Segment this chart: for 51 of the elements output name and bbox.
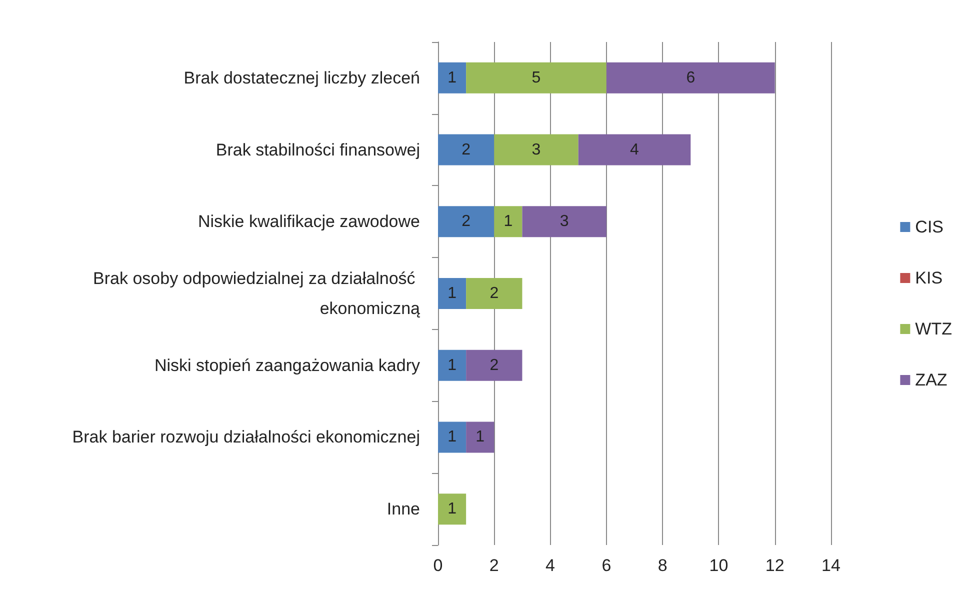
bar: [578, 134, 691, 166]
bar: [438, 278, 466, 309]
data-label: 1: [476, 428, 485, 446]
data-label: 1: [448, 285, 457, 302]
bar: [438, 134, 494, 166]
bar: [522, 206, 606, 238]
bar: [466, 422, 494, 453]
x-tick-label: 2: [489, 556, 499, 575]
bar: [466, 278, 522, 309]
data-label: 2: [462, 213, 471, 230]
data-label: 1: [448, 69, 457, 86]
data-label: 1: [448, 356, 457, 374]
x-tick-label: 6: [602, 556, 612, 575]
bar: [438, 62, 466, 94]
y-tick-label: Brak dostatecznej liczby zleceń: [184, 68, 420, 88]
bar: [606, 62, 775, 94]
y-tick-label: Niskie kwalifikacje zawodowe: [198, 212, 420, 232]
bar: [438, 422, 466, 453]
legend-label: ZAZ: [915, 370, 948, 390]
data-label: 1: [448, 500, 457, 518]
x-tick-label: 12: [765, 556, 784, 575]
legend-label: WTZ: [915, 320, 952, 338]
bar: [466, 62, 606, 94]
bar: [494, 206, 522, 238]
y-tick-label: Brak barier rozwoju działalności ekonomicznej: [72, 428, 420, 447]
data-label: 2: [490, 356, 499, 374]
legend-label: KIS: [915, 268, 943, 288]
x-tick-label: 8: [658, 556, 668, 575]
legend-label: CIS: [915, 218, 944, 236]
data-label: 1: [504, 213, 513, 230]
data-label: 3: [560, 213, 569, 230]
data-label: 6: [686, 69, 696, 86]
x-tick-label: 4: [546, 556, 556, 575]
data-label: 5: [532, 69, 541, 86]
x-tick-label: 10: [709, 556, 728, 575]
data-label: 1: [448, 428, 457, 446]
data-label: 3: [532, 141, 541, 158]
bar: [438, 350, 466, 381]
bar: [438, 206, 494, 238]
x-tick-label: 14: [822, 556, 840, 575]
data-label: 2: [490, 285, 499, 302]
data-label: 4: [630, 141, 640, 158]
bar: [466, 350, 522, 381]
y-tick-label: Niski stopień zaangażowania kadry: [154, 356, 420, 375]
data-label: 2: [462, 141, 471, 158]
y-tick-label: Inne: [386, 500, 420, 519]
bar: [494, 134, 578, 166]
x-tick-label: 0: [433, 556, 443, 575]
y-tick-label: Brak stabilności finansowej: [216, 140, 420, 160]
bar: [438, 494, 466, 525]
y-tick-label: Brak osoby odpowiedzialnej za działalność ekonomiczną: [93, 269, 421, 318]
